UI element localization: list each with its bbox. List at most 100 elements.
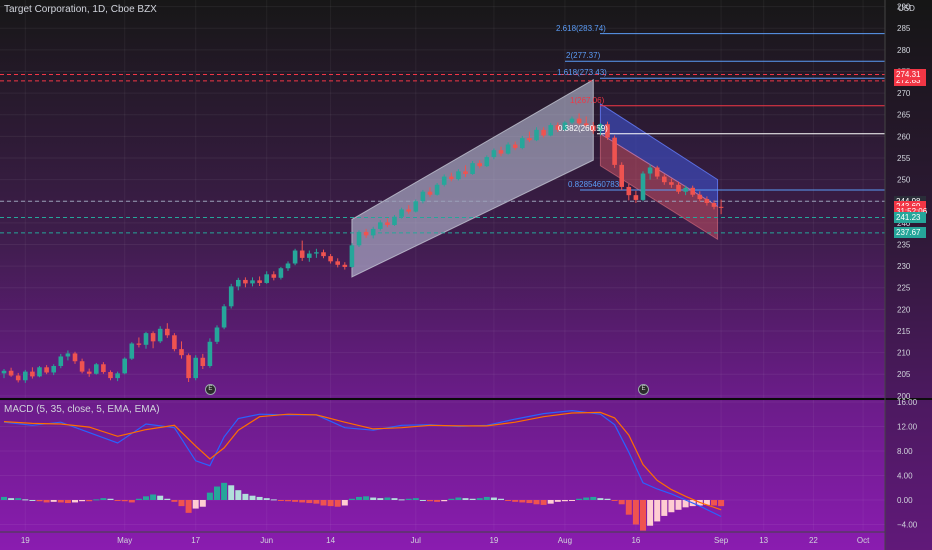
candle-body (328, 256, 333, 262)
candle-body (221, 306, 227, 328)
candle-body (505, 144, 511, 154)
candle-body (534, 129, 539, 141)
candle-body (150, 333, 156, 342)
candle-body (122, 358, 127, 374)
drawings-layer[interactable] (0, 33, 885, 278)
fib-level-label[interactable]: 1.618(273.43) (557, 68, 607, 78)
macd-histogram-bar (363, 496, 370, 500)
candle-body (179, 349, 184, 356)
price-tick-label: 290 (897, 3, 911, 12)
macd-histogram-bar (313, 499, 320, 504)
price-tag[interactable]: 241.23 (894, 212, 926, 224)
macd-histogram-bar (412, 498, 419, 500)
fib-level-label[interactable]: 0.382(260.59) (558, 123, 608, 133)
candle-body (420, 191, 426, 202)
candle-body (58, 356, 64, 366)
macd-histogram-bar (256, 496, 263, 500)
candle-body (406, 209, 411, 212)
macd-histogram-bar (561, 499, 568, 502)
symbol-title[interactable]: Target Corporation, 1D, Cboe BZX (4, 4, 157, 15)
candle-body (236, 279, 241, 287)
currency-label[interactable]: USD (898, 4, 915, 13)
candle-body (690, 187, 695, 195)
macd-histogram-bar (150, 494, 157, 500)
price-tag[interactable]: 244.98 (894, 195, 926, 207)
candle-body (683, 187, 688, 192)
price-tag[interactable]: 31:52:06 (894, 206, 927, 218)
macd-histogram-bar (654, 499, 661, 522)
time-tick-label: Jul (411, 536, 421, 545)
macd-histogram-bar (306, 499, 313, 504)
candle-body (285, 263, 291, 269)
macd-histogram-bar (320, 499, 327, 506)
candle-body (456, 171, 461, 180)
candle-body (356, 231, 362, 246)
macd-histogram-bar (448, 498, 455, 500)
macd-histogram-bar (427, 499, 433, 502)
price-tag[interactable]: 272.83 (894, 75, 926, 87)
price-tick-label: 280 (897, 46, 911, 55)
candle-body (520, 138, 525, 149)
macd-histogram-bar (469, 498, 476, 500)
candle-body (548, 125, 553, 136)
macd-histogram-bar (199, 499, 206, 507)
candle-body (605, 124, 610, 138)
price-tag[interactable]: 274.31 (894, 68, 926, 80)
macd-histogram-bar (569, 499, 575, 501)
candle-body (8, 370, 14, 376)
candle-body (541, 129, 546, 136)
fib-level-label[interactable]: 2(277.37) (566, 51, 601, 61)
macd-histogram-bar (277, 499, 284, 501)
time-tick-label: 19 (489, 536, 498, 545)
macd-histogram-bar (79, 499, 86, 502)
candle-body (342, 264, 348, 267)
macd-histogram-bar (384, 497, 391, 500)
candle-body (654, 167, 660, 177)
earnings-event-icon[interactable]: E (638, 384, 649, 395)
fib-level-label[interactable]: 0.8285460783 (568, 179, 620, 189)
macd-histogram-bar (57, 499, 64, 503)
macd-tick-label: 16.00 (897, 398, 918, 407)
candle-body (413, 201, 419, 212)
candle-body (576, 118, 582, 124)
macd-histogram-bar (36, 499, 43, 502)
price-tag[interactable]: 237.67 (894, 227, 926, 239)
price-tick-label: 200 (897, 392, 911, 401)
candle-body (15, 375, 21, 381)
candle-body (647, 167, 653, 174)
candle-body (264, 274, 269, 283)
price-tick-label: 230 (897, 262, 911, 271)
macd-histogram-bar (72, 499, 78, 503)
time-tick-label: 22 (809, 536, 818, 545)
time-tick-label: Sep (714, 536, 729, 545)
candle-body (200, 357, 206, 366)
macd-histogram-bar (391, 498, 398, 500)
macd-pane[interactable] (1, 409, 725, 531)
macd-legend[interactable]: MACD (5, 35, close, 5, EMA, EMA) (4, 404, 160, 415)
candle-body (484, 157, 490, 167)
candle-body (314, 252, 319, 254)
macd-histogram-bar (114, 499, 121, 501)
price-tick-label: 270 (897, 89, 911, 98)
fib-level-label[interactable]: 1(267.06) (570, 95, 605, 105)
fib-level-label[interactable]: 2.618(283.74) (556, 23, 606, 33)
candle-body (72, 353, 78, 362)
price-tick-label: 205 (897, 370, 911, 379)
time-tick-label: May (117, 536, 132, 545)
price-tick-label: 215 (897, 327, 911, 336)
candle-body (94, 364, 99, 374)
price-axis-panel[interactable] (885, 0, 932, 550)
price-tick-label: 285 (897, 24, 911, 33)
macd-histogram-bar (455, 497, 462, 500)
macd-histogram-bar (263, 498, 270, 500)
candle-body (669, 182, 674, 185)
candle-body (441, 176, 447, 185)
candle-body (711, 202, 717, 207)
price-tick-label: 235 (897, 240, 911, 249)
earnings-event-icon[interactable]: E (204, 384, 216, 395)
macd-histogram-bar (611, 499, 618, 501)
